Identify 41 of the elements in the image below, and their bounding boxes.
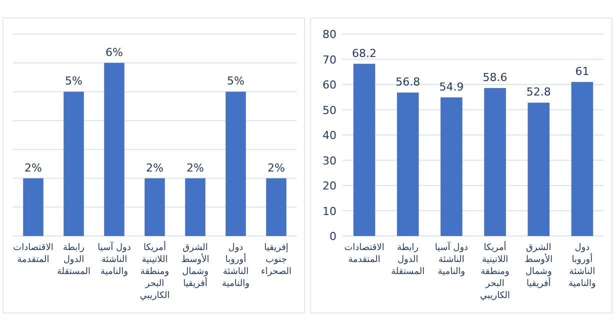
x-tick-label: دول آسيا الناشئة والنامية: [434, 241, 468, 277]
data-label: 58.6: [482, 71, 508, 84]
x-tick-label: الشرق الأوسط وشمال أفريقيا: [181, 243, 210, 289]
y-tick-label: 20: [322, 180, 336, 192]
x-tick-label: رابطة الدول المستقلة: [391, 243, 425, 277]
y-tick-label: 80: [322, 28, 336, 41]
x-tick-label: رابطة الدول المستقلة: [56, 243, 91, 277]
data-label: 6%: [106, 46, 123, 59]
bar: [484, 88, 506, 236]
x-tick-label: دول أوروبا الناشئة والنامية: [222, 243, 250, 289]
data-label: 2%: [24, 161, 42, 174]
x-tick-label: إفريقيا جنوب الصحراء: [260, 243, 292, 277]
y-tick-label: 50: [322, 104, 336, 117]
y-tick-label: 0: [330, 230, 336, 243]
data-label: 5%: [65, 74, 82, 88]
y-tick-label: 60: [322, 78, 336, 92]
data-label: 54.9: [439, 80, 464, 94]
y-tick-label: 30: [322, 154, 336, 168]
bar: [528, 102, 550, 236]
data-label: 68.2: [352, 46, 377, 60]
data-label: 52.8: [526, 86, 551, 99]
x-tick-label: الاقتصادات المتقدمة: [13, 243, 54, 265]
data-label: 56.8: [396, 76, 420, 89]
data-label: 2%: [146, 161, 164, 174]
x-tick-label: الاقتصادات المتقدمة: [344, 243, 384, 265]
bar: [396, 92, 419, 236]
x-tick-label: الشرق الأوسط وشمال أفريقيا: [524, 243, 553, 289]
bar: [353, 64, 376, 236]
x-tick-label: دول آسيا الناشئة والنامية: [98, 241, 131, 277]
y-tick-label: 40: [322, 129, 336, 142]
x-tick-label: أمريكا اللاتينية ومنطقة البحر الكاريبي: [140, 241, 170, 301]
y-tick-label: 10: [322, 204, 336, 218]
y-tick-label: 70: [322, 53, 336, 66]
bar: [440, 97, 462, 236]
data-label: 5%: [227, 74, 244, 88]
data-label: 2%: [268, 161, 285, 174]
data-label: 61: [575, 64, 590, 78]
x-tick-label: دول أوروبا الناشئة والنامية: [568, 243, 596, 289]
data-label: 2%: [186, 161, 204, 174]
x-tick-label: أمريكا اللاتينية ومنطقة البحر الكاريبي: [480, 241, 510, 301]
bar: [571, 82, 594, 236]
